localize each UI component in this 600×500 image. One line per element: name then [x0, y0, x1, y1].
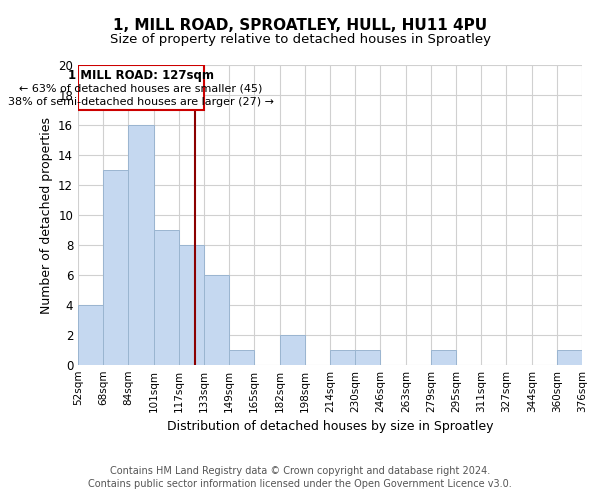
Text: 1, MILL ROAD, SPROATLEY, HULL, HU11 4PU: 1, MILL ROAD, SPROATLEY, HULL, HU11 4PU [113, 18, 487, 32]
Bar [330, 350, 355, 365]
Bar [128, 125, 154, 365]
X-axis label: Distribution of detached houses by size in Sproatley: Distribution of detached houses by size … [167, 420, 493, 434]
Bar [557, 350, 582, 365]
Bar [103, 170, 128, 365]
Y-axis label: Number of detached properties: Number of detached properties [40, 116, 53, 314]
Bar [179, 245, 204, 365]
Text: Contains HM Land Registry data © Crown copyright and database right 2024.: Contains HM Land Registry data © Crown c… [110, 466, 490, 476]
Text: ← 63% of detached houses are smaller (45): ← 63% of detached houses are smaller (45… [19, 83, 263, 93]
Bar [280, 335, 305, 365]
Bar [78, 65, 204, 110]
Text: 1 MILL ROAD: 127sqm: 1 MILL ROAD: 127sqm [68, 69, 214, 82]
Text: Size of property relative to detached houses in Sproatley: Size of property relative to detached ho… [110, 32, 491, 46]
Text: 38% of semi-detached houses are larger (27) →: 38% of semi-detached houses are larger (… [8, 97, 274, 107]
Bar [154, 230, 179, 365]
Bar [431, 350, 456, 365]
Bar [204, 275, 229, 365]
Text: Contains public sector information licensed under the Open Government Licence v3: Contains public sector information licen… [88, 479, 512, 489]
Bar [78, 305, 103, 365]
Bar [355, 350, 380, 365]
Bar [229, 350, 254, 365]
